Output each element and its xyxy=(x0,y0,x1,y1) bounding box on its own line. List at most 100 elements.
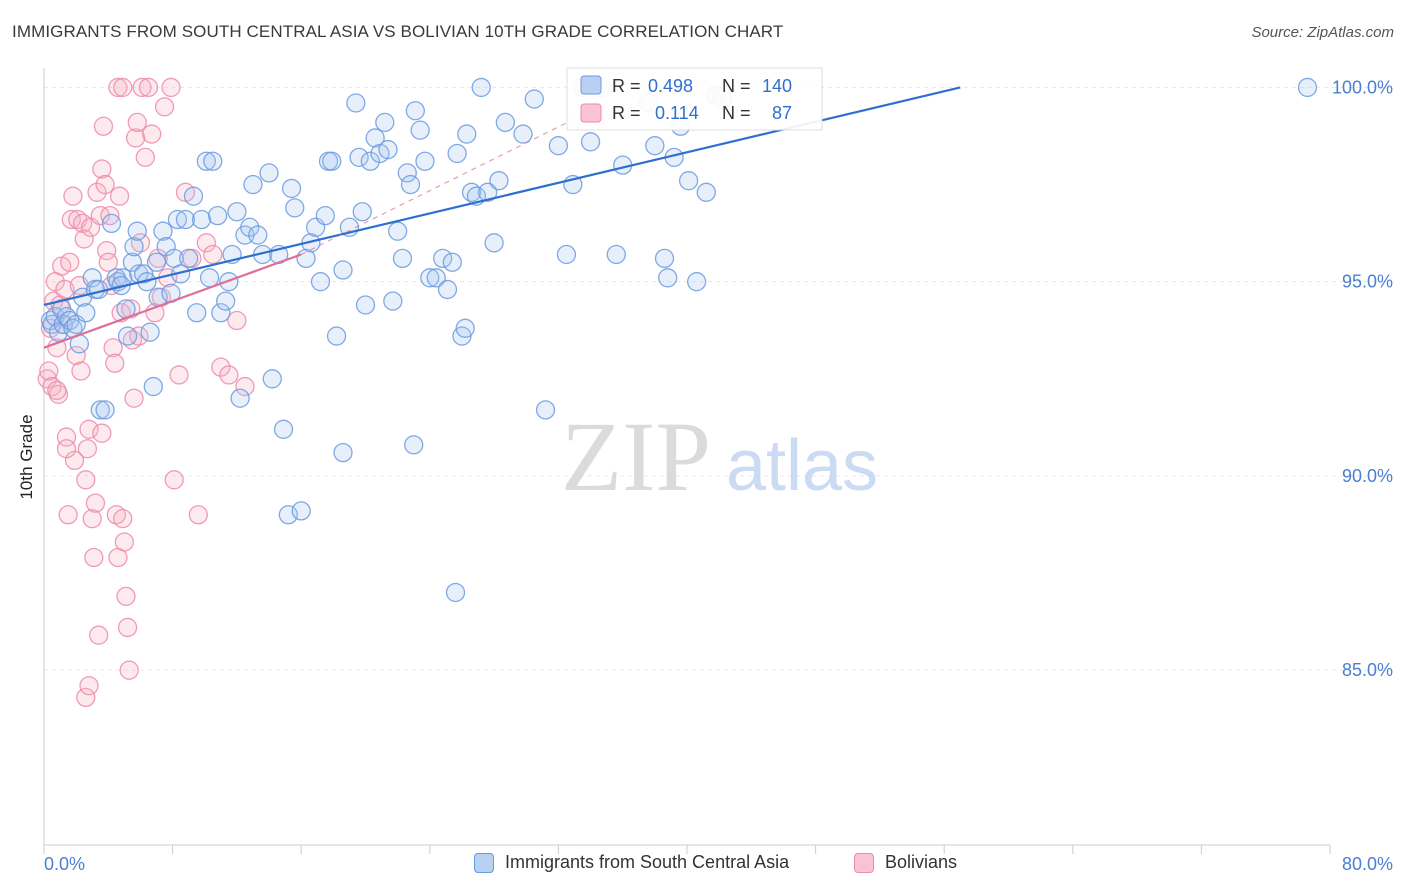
data-point xyxy=(326,326,347,346)
data-point xyxy=(164,470,184,490)
data-point xyxy=(199,268,220,288)
data-point xyxy=(281,178,302,199)
axes: 100.0% 95.0% 90.0% 85.0% xyxy=(43,68,1393,854)
x-tick-label-min: 0.0% xyxy=(44,854,85,874)
data-point xyxy=(153,221,173,241)
data-point xyxy=(175,209,196,230)
data-point xyxy=(285,198,305,218)
data-point xyxy=(355,295,376,315)
data-point xyxy=(66,345,86,366)
data-point xyxy=(114,532,135,552)
data-point xyxy=(100,205,120,226)
data-point xyxy=(129,326,149,346)
data-point xyxy=(404,435,424,455)
data-point xyxy=(71,361,91,381)
data-point xyxy=(203,151,223,171)
watermark: ZIP atlas xyxy=(561,401,878,512)
legend-item-south-central-asia[interactable]: Immigrants from South Central Asia xyxy=(474,852,789,873)
legend-item-bolivians[interactable]: Bolivians xyxy=(854,852,957,873)
data-point xyxy=(447,143,467,164)
data-point xyxy=(154,97,175,117)
data-point xyxy=(187,303,207,323)
data-point xyxy=(513,124,533,144)
data-point xyxy=(196,233,217,253)
legend-swatch-blue xyxy=(474,852,494,873)
y-axis-label: 10th Grade xyxy=(17,414,36,499)
chart-source: Source: ZipAtlas.com xyxy=(1251,24,1394,41)
data-point xyxy=(378,139,398,160)
data-point xyxy=(235,376,255,397)
data-point xyxy=(103,338,123,358)
series-bolivians xyxy=(37,77,255,708)
stats-n-label-blue: N = xyxy=(722,76,751,96)
data-point xyxy=(87,182,107,202)
data-point xyxy=(161,77,181,98)
data-point xyxy=(420,268,440,288)
y-tick-label: 85.0% xyxy=(1342,660,1393,680)
data-point xyxy=(686,272,707,292)
data-point xyxy=(117,326,138,346)
data-point xyxy=(85,493,106,513)
data-point xyxy=(392,248,413,269)
data-point xyxy=(183,186,204,206)
data-point xyxy=(47,380,67,401)
data-point xyxy=(333,260,353,280)
data-point xyxy=(203,244,223,265)
data-point xyxy=(410,120,430,140)
legend-swatch-pink xyxy=(854,852,874,873)
data-point xyxy=(98,252,118,272)
stats-swatch-blue xyxy=(580,75,602,95)
data-point xyxy=(211,303,231,323)
data-point xyxy=(471,77,491,98)
data-point xyxy=(167,209,188,230)
data-point xyxy=(82,268,102,288)
data-point xyxy=(169,365,189,385)
data-point xyxy=(248,225,268,245)
data-point xyxy=(108,77,128,98)
data-point xyxy=(140,322,160,342)
data-point xyxy=(95,400,115,420)
data-point xyxy=(489,171,509,191)
data-point xyxy=(291,501,311,521)
data-point xyxy=(310,272,331,292)
data-point xyxy=(580,132,601,152)
data-point xyxy=(495,112,516,133)
data-point xyxy=(383,291,403,311)
data-point xyxy=(437,279,458,300)
data-point xyxy=(55,279,75,300)
data-point xyxy=(93,116,114,136)
data-point xyxy=(556,244,577,265)
data-point xyxy=(77,439,98,459)
data-point xyxy=(56,439,77,459)
data-point xyxy=(360,151,380,171)
data-point xyxy=(315,205,335,226)
data-point xyxy=(645,136,665,156)
data-point xyxy=(484,233,504,253)
data-point xyxy=(127,112,147,133)
data-point xyxy=(74,229,94,249)
data-point xyxy=(696,182,716,202)
data-point xyxy=(322,151,342,171)
data-point xyxy=(349,147,369,168)
data-point xyxy=(524,89,544,109)
data-point xyxy=(179,248,199,269)
data-point xyxy=(79,676,99,696)
legend-label: Bolivians xyxy=(885,852,958,872)
trend-line-bolivians-extension xyxy=(300,102,607,256)
data-point xyxy=(262,369,282,389)
data-point xyxy=(654,248,675,269)
data-point xyxy=(61,209,81,230)
data-point xyxy=(426,268,446,288)
data-point xyxy=(457,124,477,144)
data-point xyxy=(124,237,144,257)
data-point xyxy=(132,77,152,98)
data-point xyxy=(122,252,143,272)
data-point xyxy=(117,617,138,638)
stats-n-value-blue: 140 xyxy=(762,76,792,96)
data-point xyxy=(273,419,294,439)
data-point xyxy=(92,159,112,179)
data-point xyxy=(76,303,96,323)
watermark-zip: ZIP xyxy=(561,401,711,512)
data-point xyxy=(119,660,139,680)
